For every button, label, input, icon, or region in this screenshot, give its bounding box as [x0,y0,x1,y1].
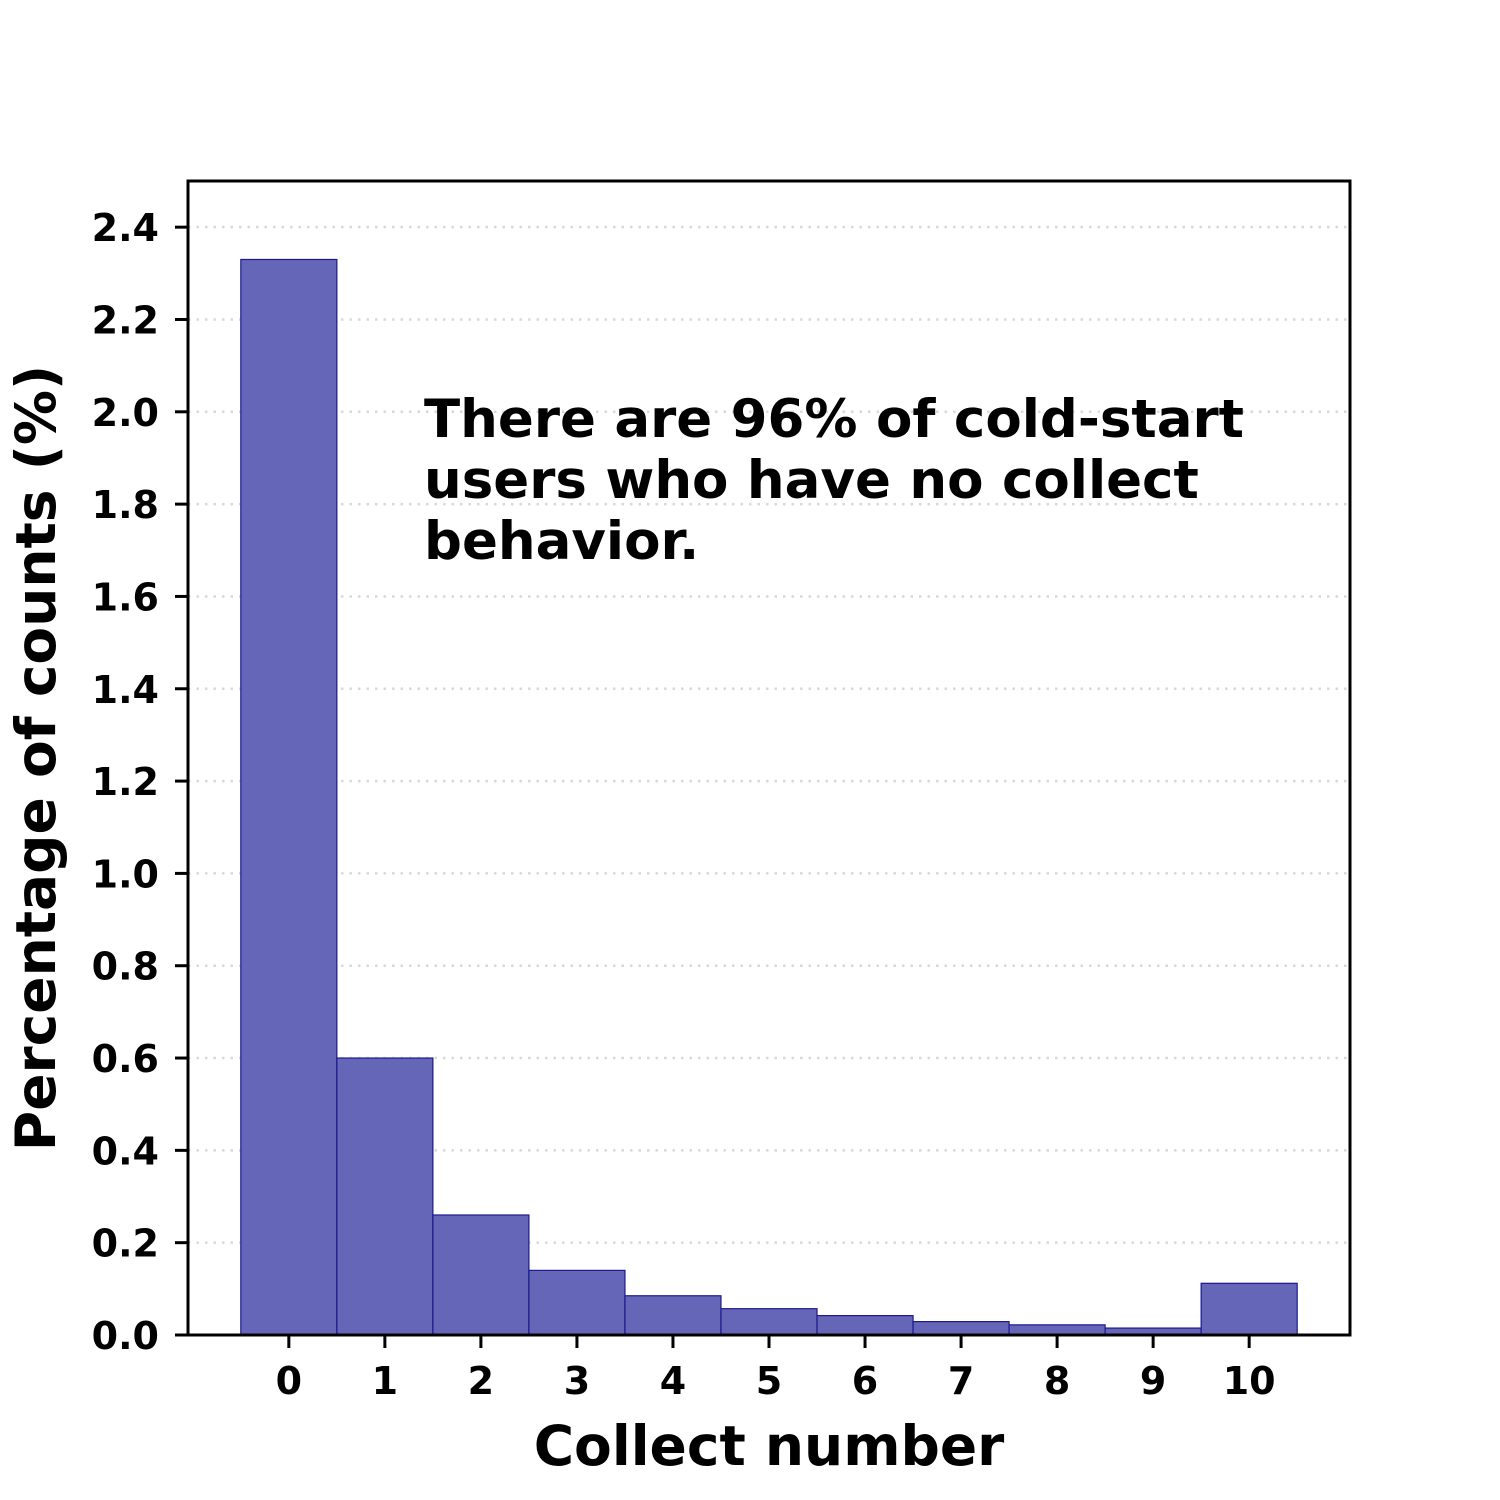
y-tick-label: 1.6 [92,575,159,619]
x-axis-label: Collect number [534,1414,1005,1478]
x-tick-label: 7 [948,1359,974,1403]
x-tick-label: 10 [1223,1359,1276,1403]
x-tick-label: 5 [756,1359,782,1403]
x-axis-ticks: 0 1 2 3 4 5 6 7 8 9 10 [276,1335,1276,1403]
annotation-line: behavior. [424,511,699,572]
x-tick-label: 2 [468,1359,494,1403]
x-tick-label: 6 [852,1359,878,1403]
bar [912,1321,1010,1336]
y-axis-ticks: 0.0 0.2 0.4 0.6 0.8 1.0 1.2 1.4 1.6 1.8 2.0 2.2 2.4 [92,206,188,1358]
y-tick-label: 1.4 [92,668,159,712]
y-tick-label: 0.6 [92,1037,159,1081]
bar [432,1214,530,1336]
y-tick-label: 2.4 [92,206,159,250]
annotation: There are 96% of cold-start users who ha… [424,389,1262,572]
bar [1200,1282,1298,1336]
annotation-line: There are 96% of cold-start [424,389,1244,450]
y-tick-label: 1.0 [92,852,159,896]
bars [240,258,1298,1336]
y-axis-label: Percentage of counts (%) [4,365,68,1151]
y-tick-label: 1.2 [92,760,159,804]
x-tick-label: 0 [276,1359,302,1403]
bar [240,258,338,1336]
bar [1008,1324,1106,1336]
bar [336,1057,434,1336]
y-tick-label: 0.0 [92,1314,159,1358]
bar [720,1308,818,1336]
y-tick-label: 1.8 [92,483,159,527]
y-tick-label: 0.8 [92,945,159,989]
x-tick-label: 4 [660,1359,686,1403]
x-tick-label: 8 [1044,1359,1070,1403]
x-tick-label: 3 [564,1359,590,1403]
y-tick-label: 2.0 [92,391,159,435]
bar [528,1269,626,1336]
bar [624,1295,722,1336]
x-tick-label: 9 [1140,1359,1166,1403]
x-tick-label: 1 [372,1359,398,1403]
y-tick-label: 0.2 [92,1222,159,1266]
y-tick-label: 2.2 [92,298,159,342]
y-tick-label: 0.4 [92,1129,159,1173]
bar [816,1315,914,1336]
annotation-line: users who have no collect [424,450,1199,511]
